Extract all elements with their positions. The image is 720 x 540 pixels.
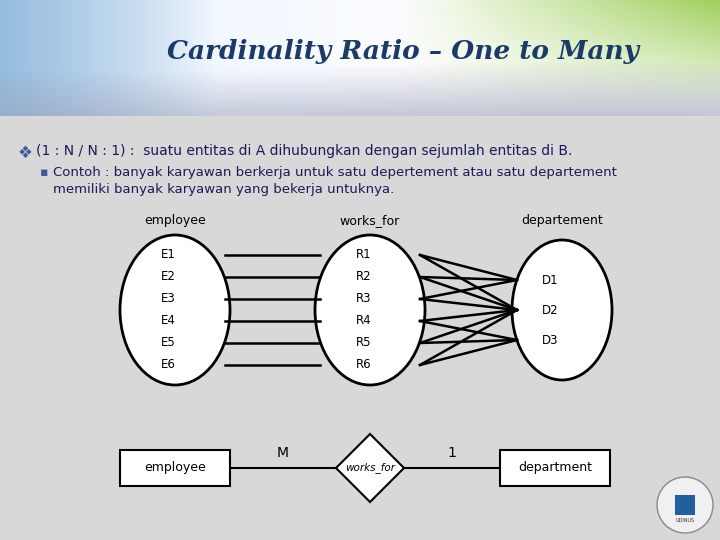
Text: memiliki banyak karyawan yang bekerja untuknya.: memiliki banyak karyawan yang bekerja un… (53, 183, 395, 196)
Text: R3: R3 (356, 293, 372, 306)
Text: R2: R2 (356, 271, 372, 284)
Bar (500, 450, 610, 486)
Text: Cardinality Ratio – One to Many: Cardinality Ratio – One to Many (167, 39, 639, 64)
Ellipse shape (512, 240, 612, 380)
Text: works_for: works_for (340, 214, 400, 227)
Bar (120, 450, 230, 486)
Text: departement: departement (521, 214, 603, 227)
Text: E5: E5 (161, 336, 176, 349)
Text: D2: D2 (542, 303, 559, 316)
Text: employee: employee (144, 214, 206, 227)
Text: (1 : N / N : 1) :  suatu entitas di A dihubungkan dengan sejumlah entitas di B.: (1 : N / N : 1) : suatu entitas di A dih… (36, 144, 572, 158)
Text: E4: E4 (161, 314, 176, 327)
Text: R4: R4 (356, 314, 372, 327)
Ellipse shape (120, 235, 230, 385)
Text: R1: R1 (356, 248, 372, 261)
Text: E6: E6 (161, 359, 176, 372)
Text: E2: E2 (161, 271, 176, 284)
Text: UDINUS: UDINUS (675, 518, 695, 523)
Text: employee: employee (144, 462, 206, 475)
Text: E3: E3 (161, 293, 176, 306)
Text: Contoh : banyak karyawan berkerja untuk satu depertement atau satu departement: Contoh : banyak karyawan berkerja untuk … (53, 166, 617, 179)
Polygon shape (336, 434, 404, 502)
Text: ▪: ▪ (40, 166, 48, 179)
Text: D1: D1 (542, 273, 559, 287)
Text: E1: E1 (161, 248, 176, 261)
Ellipse shape (315, 235, 425, 385)
Text: D3: D3 (542, 334, 559, 347)
Text: department: department (518, 462, 592, 475)
Text: R6: R6 (356, 359, 372, 372)
Text: works_for: works_for (345, 463, 395, 474)
Circle shape (657, 477, 713, 533)
Text: M: M (277, 446, 289, 460)
Bar (0, 116, 720, 540)
Text: 1: 1 (448, 446, 456, 460)
Bar (675, 495, 695, 515)
Text: ❖: ❖ (18, 144, 33, 162)
Text: R5: R5 (356, 336, 372, 349)
